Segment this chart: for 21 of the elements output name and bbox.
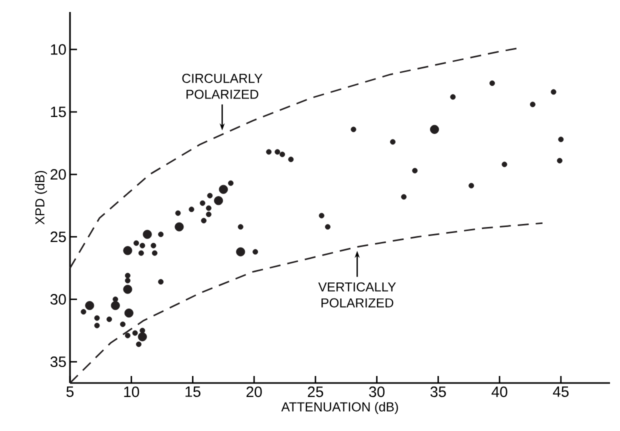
x-tick-label: 30 — [369, 386, 385, 398]
line-series — [69, 222, 544, 384]
line-series — [69, 47, 519, 269]
y-axis-title: XPD (dB) — [34, 170, 48, 225]
x-tick-label: 20 — [246, 386, 262, 398]
y-tick-label: 35 — [50, 356, 66, 368]
x-tick-label: 5 — [66, 386, 74, 397]
series-label: CIRCULARLY POLARIZED — [182, 74, 262, 99]
y-tick-label: 30 — [50, 294, 66, 305]
x-tick-label: 10 — [124, 386, 140, 398]
y-tick-label: 10 — [51, 44, 66, 55]
y-tick-label: 25 — [50, 232, 66, 242]
x-axis-title: ATTENUATION (dB) — [281, 402, 398, 414]
x-tick-label: 40 — [492, 386, 508, 398]
y-tick-label: 15 — [51, 106, 66, 118]
x-tick-label: 35 — [430, 386, 446, 398]
x-tick-label: 15 — [186, 386, 200, 397]
x-tick-label: 25 — [308, 386, 324, 398]
x-tick-label: 45 — [552, 386, 569, 397]
y-tick-label: 20 — [50, 169, 66, 180]
series-label: VERTICALLY POLARIZED — [318, 282, 396, 308]
